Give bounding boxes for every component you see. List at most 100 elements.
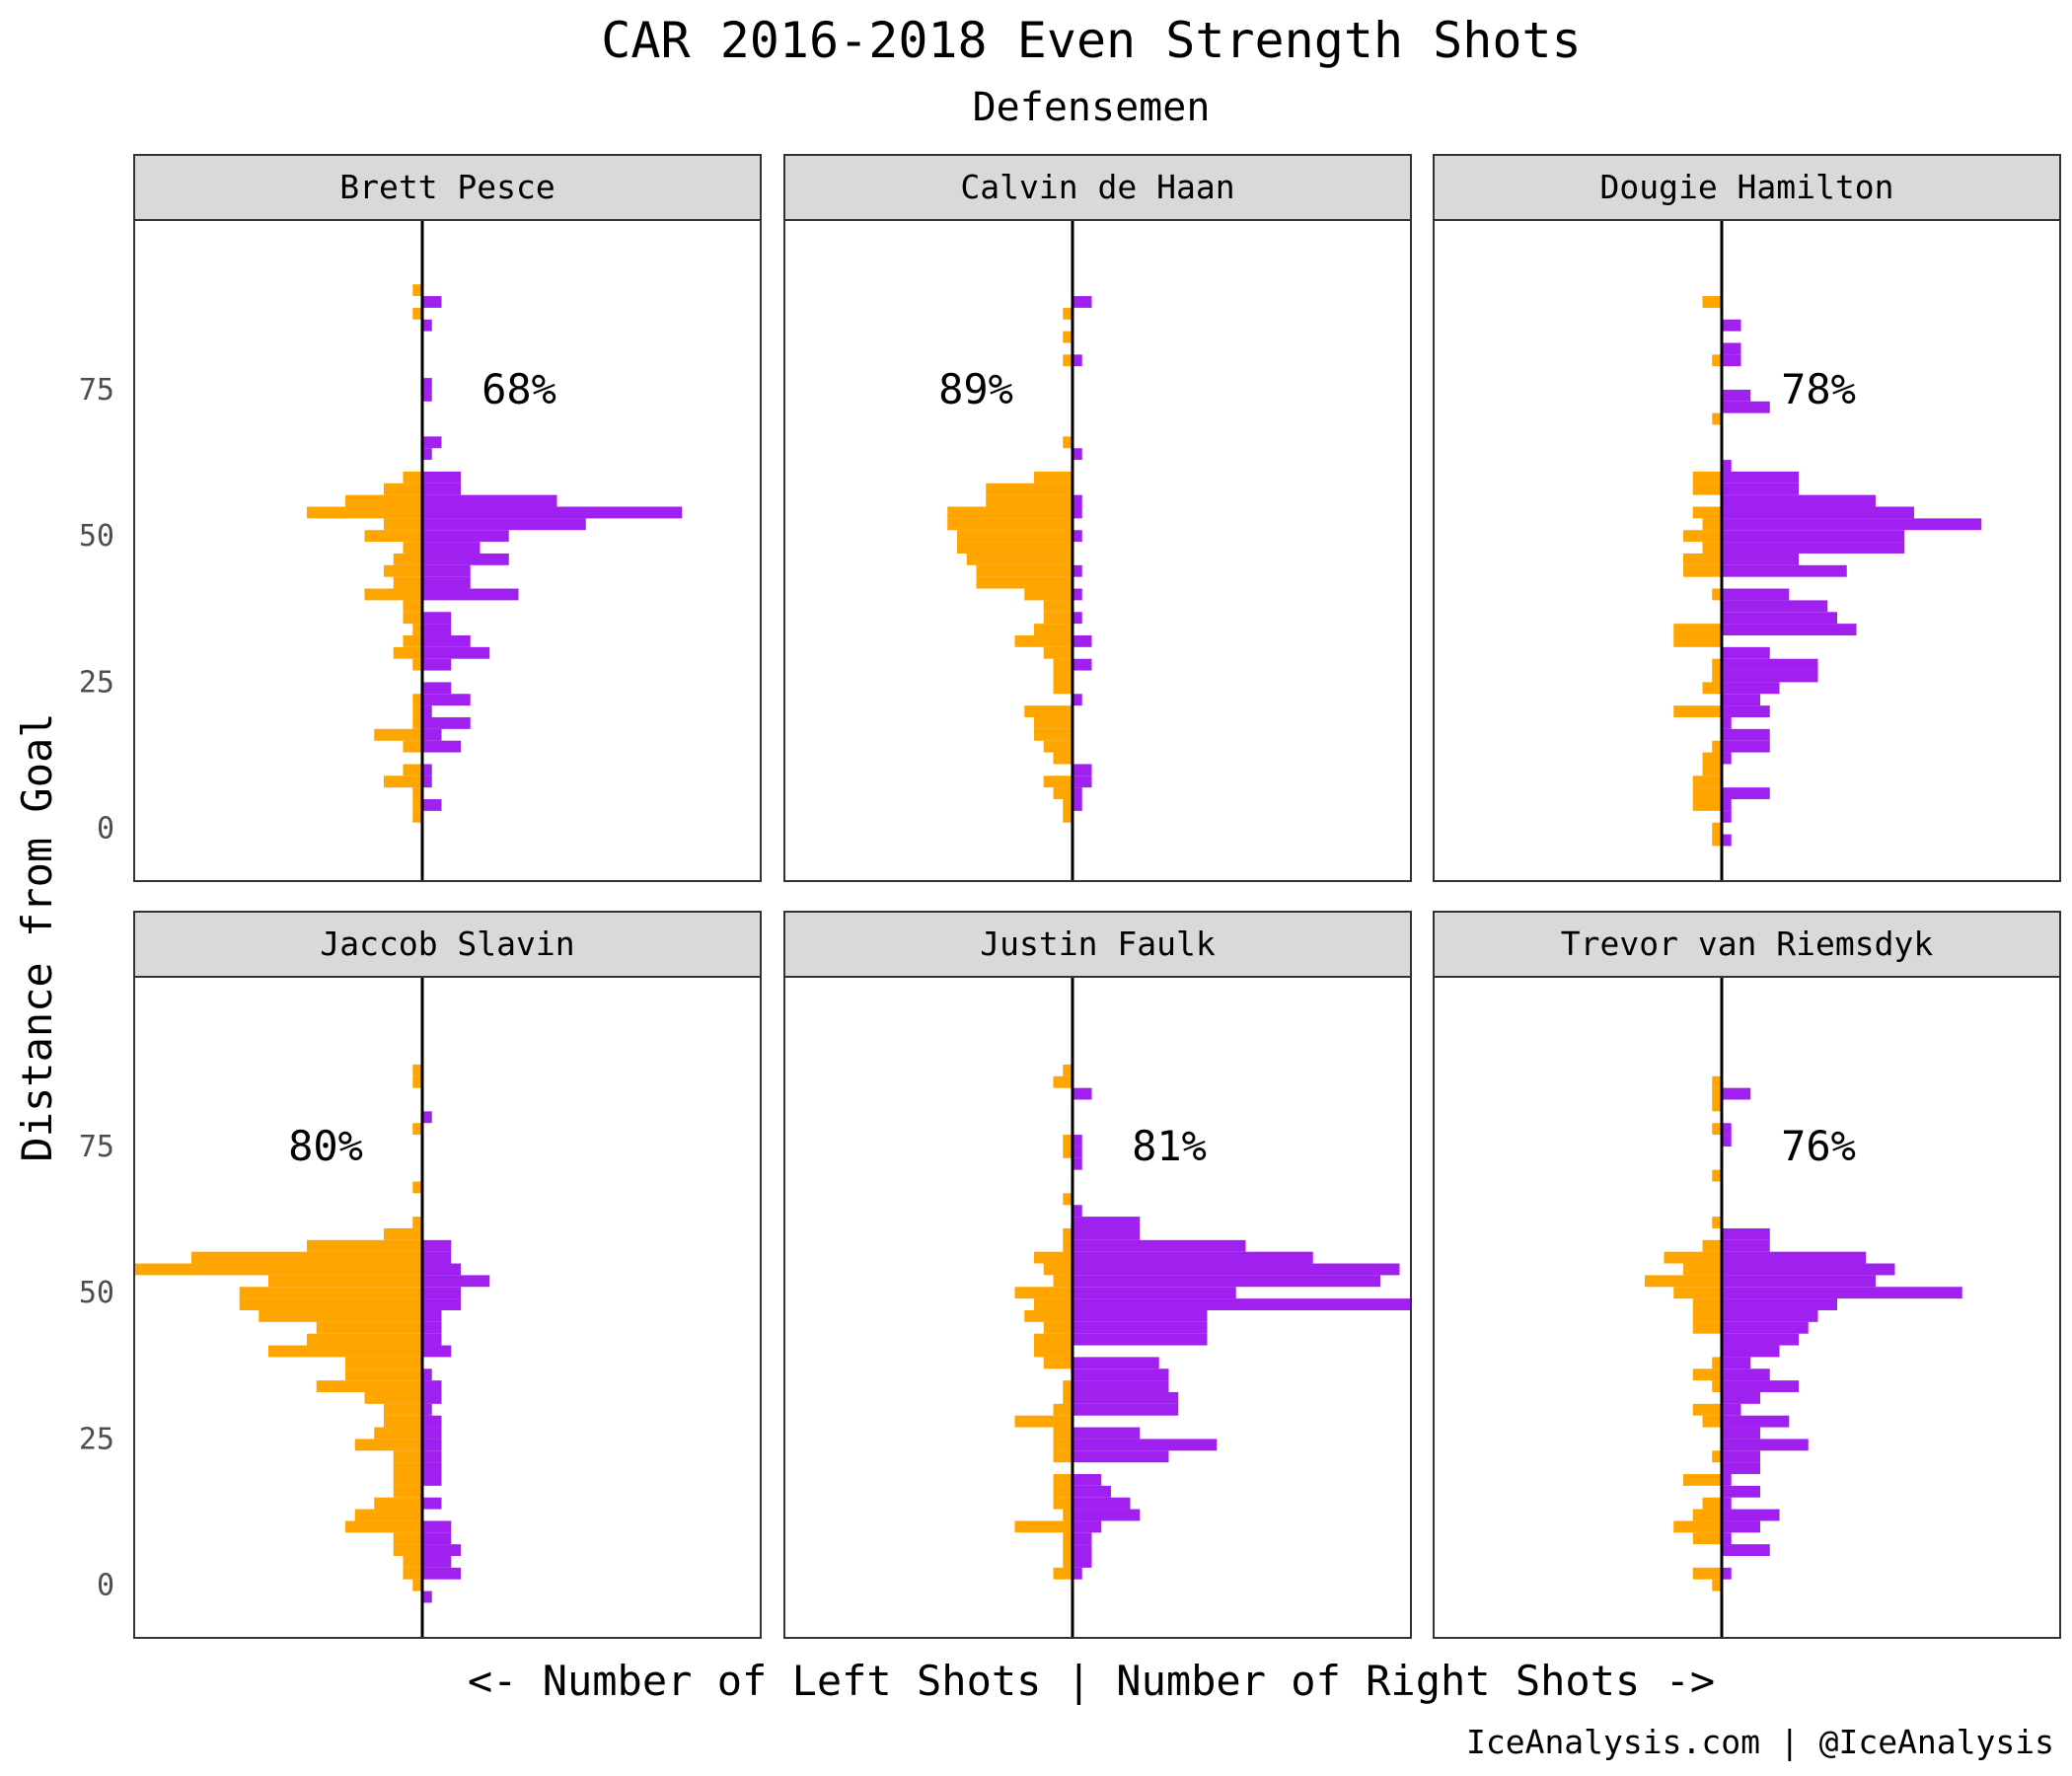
left-shot-bar xyxy=(259,1309,422,1322)
left-shot-bar xyxy=(412,307,422,320)
right-shot-bar xyxy=(422,1321,442,1334)
right-shot-bar xyxy=(422,588,519,601)
right-shot-bar xyxy=(1722,834,1732,847)
left-shot-bar xyxy=(1014,1415,1073,1428)
left-shot-bar xyxy=(1053,658,1073,671)
right-shot-bar xyxy=(1722,658,1818,671)
right-shot-bar xyxy=(1073,1391,1179,1404)
left-shot-bar xyxy=(403,600,422,613)
right-shot-bar xyxy=(422,1497,442,1510)
left-shot-bar xyxy=(403,764,422,777)
right-shot-bar xyxy=(1073,1287,1236,1299)
left-shot-bar xyxy=(976,576,1073,589)
share-percent-label: 81% xyxy=(1132,1122,1207,1170)
right-shot-bar xyxy=(1722,354,1741,367)
right-shot-bar xyxy=(1722,518,1982,531)
right-shot-bar xyxy=(1722,798,1732,811)
left-shot-bar xyxy=(1673,624,1722,635)
left-shot-bar xyxy=(393,1532,422,1545)
left-shot-bar xyxy=(384,1403,422,1416)
left-shot-bar xyxy=(1063,798,1073,811)
left-shot-bar xyxy=(1063,1380,1073,1392)
left-shot-bar xyxy=(1712,1450,1722,1463)
right-shot-bar xyxy=(422,1591,432,1603)
left-shot-bar xyxy=(1053,1403,1073,1416)
left-shot-bar xyxy=(393,1544,422,1556)
left-shot-bar xyxy=(1014,1287,1073,1299)
right-shot-bar xyxy=(422,1473,442,1486)
left-shot-bar xyxy=(1702,542,1722,554)
left-shot-bar xyxy=(239,1298,422,1310)
left-shot-bar xyxy=(384,564,422,577)
left-shot-bar xyxy=(374,1497,422,1510)
right-shot-bar xyxy=(1073,1275,1380,1288)
chart-subtitle: Defensemen xyxy=(973,85,1211,130)
facet-strip-label: Trevor van Riemsdyk xyxy=(1561,925,1934,963)
left-shot-bar xyxy=(1053,787,1073,799)
right-shot-bar xyxy=(1073,1205,1082,1218)
left-shot-bar xyxy=(384,776,422,788)
right-shot-bar xyxy=(1722,1427,1760,1440)
left-shot-bar xyxy=(1024,588,1073,601)
panel-border xyxy=(133,219,762,882)
left-shot-bar xyxy=(1692,1369,1722,1381)
right-shot-bar xyxy=(1722,1263,1895,1276)
left-shot-bar xyxy=(393,553,422,565)
left-shot-bar xyxy=(1692,1532,1722,1545)
facet-strip-label: Justin Faulk xyxy=(980,925,1216,963)
right-shot-bar xyxy=(422,740,461,753)
left-shot-bar xyxy=(1712,354,1722,367)
right-shot-bar xyxy=(1073,1146,1082,1158)
left-shot-bar xyxy=(1053,682,1073,695)
right-shot-bar xyxy=(1073,1309,1208,1322)
left-shot-bar xyxy=(403,471,422,483)
right-shot-bar xyxy=(1073,1357,1159,1369)
y-tick-label: 25 xyxy=(79,1422,114,1456)
left-shot-bar xyxy=(1034,1251,1073,1264)
left-shot-bar xyxy=(966,553,1073,565)
right-shot-bar xyxy=(1073,1450,1169,1463)
left-shot-bar xyxy=(1712,1169,1722,1182)
left-shot-bar xyxy=(1043,612,1073,625)
left-shot-bar xyxy=(1034,1298,1073,1310)
left-shot-bar xyxy=(1712,1123,1722,1136)
right-shot-bar xyxy=(422,776,432,788)
right-shot-bar xyxy=(1073,1227,1141,1240)
left-shot-bar xyxy=(1034,716,1073,729)
right-shot-bar xyxy=(1073,1532,1092,1545)
left-shot-bar xyxy=(1692,1298,1722,1310)
left-shot-bar xyxy=(307,506,422,519)
left-shot-bar xyxy=(1673,634,1722,647)
share-percent-label: 78% xyxy=(1781,365,1856,413)
right-shot-bar xyxy=(1722,460,1732,472)
right-shot-bar xyxy=(422,1567,461,1580)
right-shot-bar xyxy=(422,518,586,531)
left-shot-bar xyxy=(1014,1520,1073,1533)
facet-panel: Dougie Hamilton 78% xyxy=(1433,154,2061,882)
right-shot-bar xyxy=(422,1380,442,1392)
left-shot-bar xyxy=(412,284,422,297)
right-shot-bar xyxy=(422,576,471,589)
facet-strip xyxy=(783,154,1412,221)
right-shot-bar xyxy=(1722,1227,1770,1240)
left-shot-bar xyxy=(384,518,422,531)
right-shot-bar xyxy=(1722,530,1905,543)
left-shot-bar xyxy=(1063,810,1073,823)
left-shot-bar xyxy=(976,564,1073,577)
left-shot-bar xyxy=(1673,1520,1722,1533)
left-shot-bar xyxy=(393,1462,422,1474)
right-shot-bar xyxy=(1722,740,1770,753)
right-shot-bar xyxy=(422,1520,452,1533)
left-shot-bar xyxy=(1692,787,1722,799)
right-shot-bar xyxy=(1722,1391,1760,1404)
right-shot-bar xyxy=(1073,1239,1246,1252)
left-shot-bar xyxy=(1692,776,1722,788)
right-shot-bar xyxy=(422,1427,442,1440)
y-tick-label: 50 xyxy=(79,519,114,554)
right-shot-bar xyxy=(1722,787,1770,799)
left-shot-bar xyxy=(1673,1287,1722,1299)
right-shot-bar xyxy=(422,1111,432,1124)
right-shot-bar xyxy=(1722,1497,1732,1510)
right-shot-bar xyxy=(1073,612,1082,625)
right-shot-bar xyxy=(1722,1345,1780,1358)
